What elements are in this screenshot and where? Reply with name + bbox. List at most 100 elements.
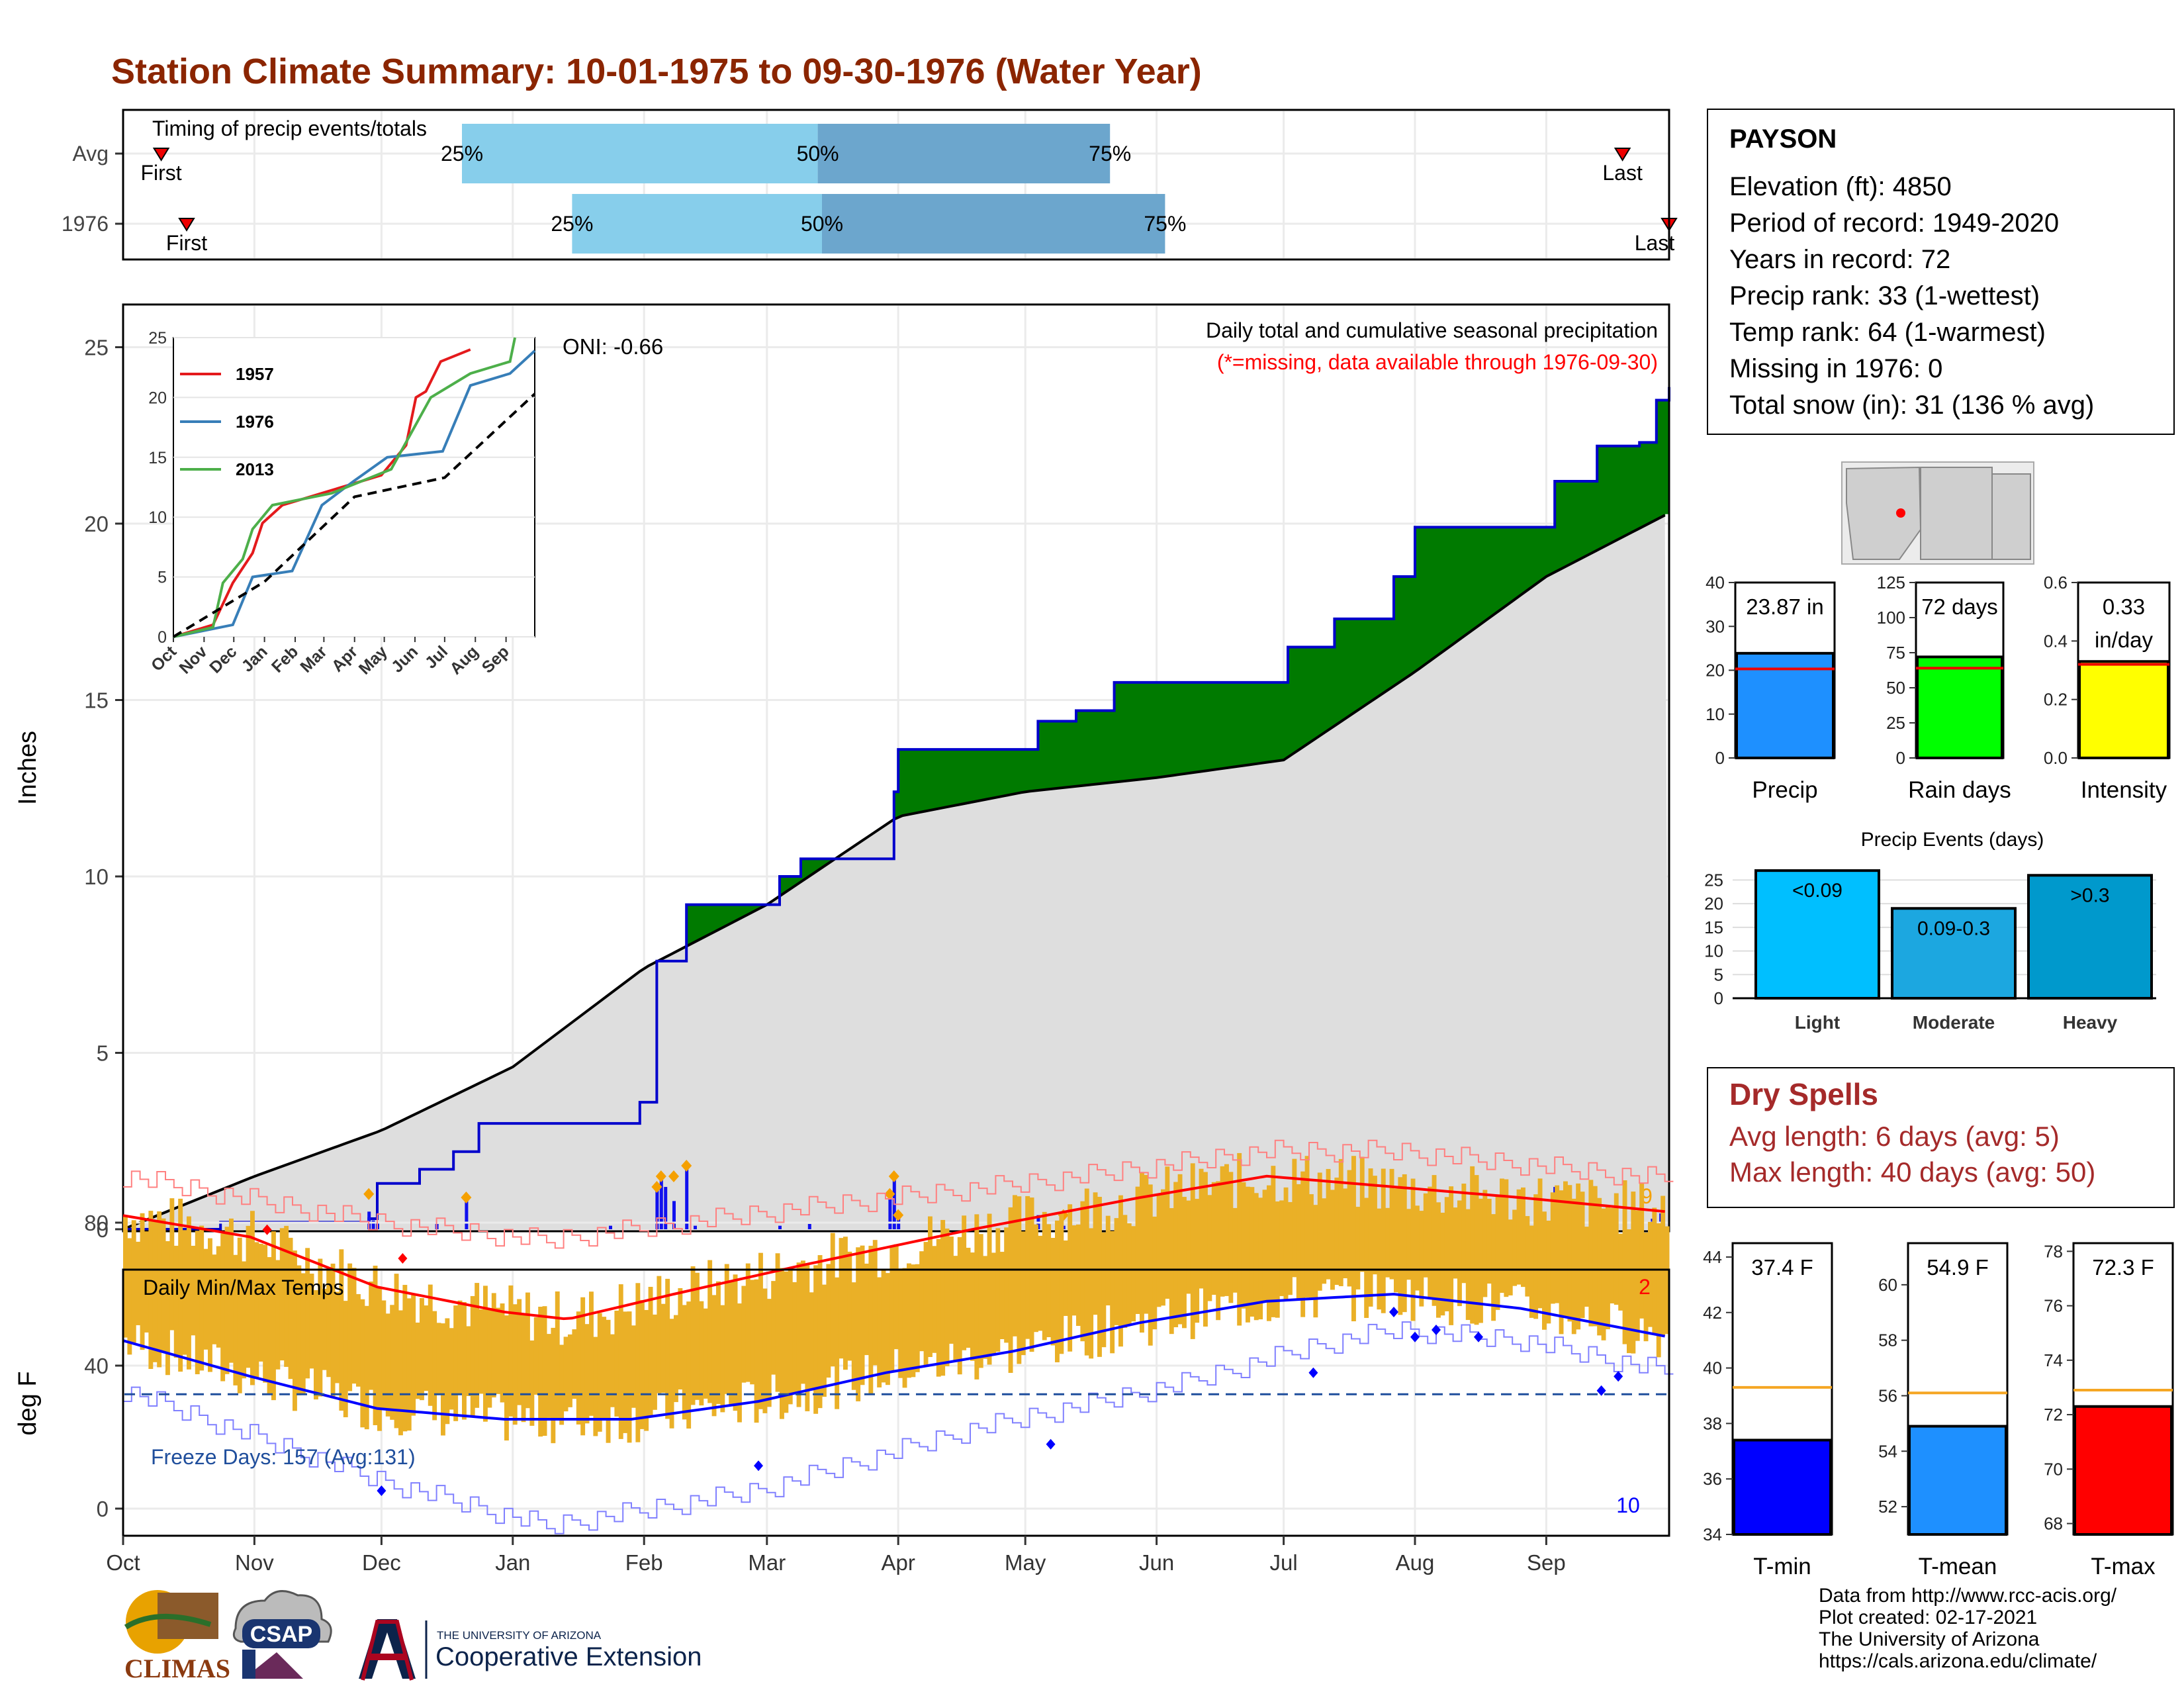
surplus-fill [1465, 527, 1471, 633]
surplus-fill [987, 749, 992, 799]
daily-temp-bar [805, 1265, 810, 1411]
surplus-fill [1216, 682, 1221, 769]
surplus-fill [1631, 445, 1636, 532]
mini-chart-ytick-label: 44 [1703, 1247, 1722, 1267]
temp-ylabel: deg F [14, 1371, 42, 1435]
surplus-fill [1267, 682, 1271, 763]
csap-logo[interactable]: CSAP [232, 1590, 332, 1679]
timing-q50-label: 50% [797, 142, 839, 165]
daily-temp-bar [271, 1231, 276, 1401]
daily-temp-bar [1661, 1196, 1666, 1336]
inset-series-line [173, 350, 536, 638]
daily-precip-bar [888, 1194, 892, 1229]
surplus-fill [1656, 400, 1661, 519]
daily-temp-bar [758, 1252, 763, 1409]
surplus-fill [1377, 618, 1382, 696]
daily-temp-bar [1322, 1198, 1327, 1284]
mini-chart-value-label: 72.3 F [2092, 1255, 2154, 1280]
daily-temp-bar [618, 1284, 623, 1439]
daily-temp-bar [1262, 1190, 1267, 1303]
inset-xtick-label: Sep [478, 642, 513, 677]
daily-temp-bar [851, 1282, 856, 1390]
daily-temp-bar [771, 1281, 776, 1375]
surplus-fill [1250, 682, 1255, 765]
mini-chart-ytick-label: 25 [1886, 713, 1905, 733]
daily-temp-bar [991, 1252, 996, 1356]
surplus-fill [1576, 481, 1581, 561]
surplus-fill [1126, 682, 1132, 781]
daily-temp-bar [406, 1298, 412, 1431]
daily-temp-bar [173, 1245, 179, 1358]
surplus-fill [1241, 682, 1246, 766]
surplus-fill [1618, 445, 1623, 539]
daily-temp-bar [1169, 1208, 1174, 1335]
daily-temp-bar [898, 1268, 903, 1378]
daily-temp-bar [275, 1260, 281, 1370]
precip-ytick-label: 5 [97, 1041, 109, 1066]
mini-chart-ytick-label: 0.4 [2044, 631, 2068, 651]
mini-chart-ytick-label: 0.0 [2044, 748, 2068, 768]
surplus-fill [809, 859, 814, 875]
daily-temp-bar [1618, 1233, 1623, 1311]
mini-chart-ytick-label: 10 [1706, 704, 1725, 724]
dry-spells-box: Dry Spells Avg length: 6 days (avg: 5) M… [1707, 1067, 2175, 1208]
inset-xtick-label: Nov [175, 642, 210, 677]
daily-temp-bar [657, 1276, 662, 1393]
events-ytick-label: 15 [1704, 917, 1723, 937]
month-label: Jan [495, 1550, 530, 1575]
daily-temp-bar [1402, 1174, 1407, 1313]
daily-temp-bar [940, 1219, 946, 1376]
oni-value: ONI: -0.66 [563, 334, 663, 359]
surplus-fill [1152, 682, 1158, 778]
daily-temp-bar [1474, 1175, 1479, 1325]
daily-temp-bar [521, 1313, 526, 1423]
temp-ytick-label: 0 [97, 1497, 109, 1521]
daily-temp-bar [1486, 1198, 1492, 1284]
surplus-fill [1643, 442, 1649, 526]
logos[interactable]: CLIMAS CSAP THE UNIVERSITY OF ARIZONA Co… [111, 1581, 747, 1687]
surplus-fill [1406, 576, 1412, 677]
daily-temp-bar [237, 1237, 242, 1393]
daily-precip-bar [664, 1187, 668, 1229]
surplus-fill [737, 904, 742, 919]
daily-temp-bar [987, 1213, 992, 1365]
daily-temp-bar [140, 1213, 145, 1350]
surplus-fill [1402, 576, 1407, 679]
daily-temp-bar [665, 1278, 670, 1419]
daily-temp-bar [445, 1318, 450, 1425]
daily-temp-bar [589, 1291, 594, 1416]
daily-temp-bar [1021, 1231, 1026, 1356]
csap-logo-text: CSAP [250, 1622, 312, 1647]
snow-marker [461, 1192, 472, 1204]
daily-temp-bar [1055, 1220, 1060, 1362]
daily-temp-bar [1190, 1163, 1195, 1339]
precip-frame [122, 303, 1670, 1233]
daily-temp-bar [1394, 1188, 1398, 1293]
precip-ytick-label: 25 [84, 336, 109, 360]
daily-temp-bar [1555, 1185, 1560, 1303]
daily-temp-bar [258, 1243, 263, 1362]
surplus-fill [1279, 682, 1285, 761]
missing-note: (*=missing, data available through 1976-… [1217, 350, 1658, 374]
ua-logo[interactable] [359, 1619, 416, 1681]
climas-logo-text: CLIMAS [124, 1654, 230, 1683]
surplus-fill [1529, 527, 1534, 588]
mini-chart-bar [2073, 1405, 2173, 1536]
daily-temp-bar [1614, 1193, 1619, 1305]
inset-legend-label: 2013 [236, 459, 274, 479]
daily-temp-bar [347, 1263, 353, 1391]
daily-temp-bar [796, 1262, 801, 1407]
daily-temp-bar [1601, 1208, 1606, 1340]
surplus-fill [1046, 721, 1052, 790]
daily-temp-bar [1246, 1186, 1250, 1323]
daily-temp-bar [1211, 1182, 1216, 1295]
daily-temp-bar [1432, 1175, 1437, 1306]
timing-q25-label: 25% [551, 212, 593, 236]
mini-chart-bar [1735, 651, 1835, 760]
climas-logo[interactable]: CLIMAS [124, 1590, 230, 1683]
daily-temp-bar [822, 1284, 827, 1397]
daily-temp-bar [1440, 1212, 1445, 1316]
daily-temp-bar [1351, 1156, 1356, 1322]
surplus-fill [1444, 527, 1449, 649]
daily-temp-bar [267, 1257, 272, 1394]
